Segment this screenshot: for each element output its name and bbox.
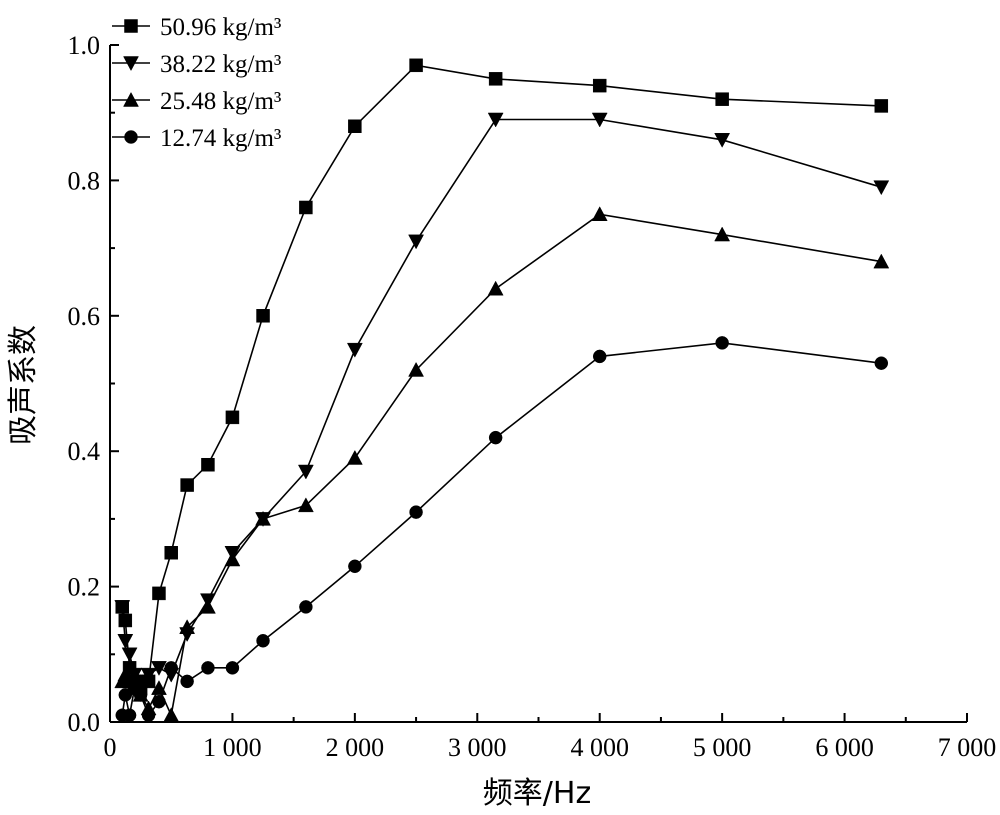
- x-tick-label: 1 000: [203, 733, 262, 762]
- data-point: [714, 133, 731, 148]
- data-point: [225, 410, 240, 425]
- data-point: [488, 430, 503, 445]
- data-point: [114, 600, 131, 615]
- data-point: [487, 280, 504, 296]
- data-point: [122, 708, 137, 722]
- y-tick-label: 1.0: [68, 31, 101, 60]
- legend-label: 50.96 kg/m³: [160, 14, 282, 41]
- data-point: [592, 349, 607, 364]
- legend-marker: [123, 91, 139, 107]
- data-point: [152, 694, 166, 709]
- data-point: [141, 708, 156, 722]
- data-point: [255, 510, 271, 526]
- data-point: [180, 478, 194, 492]
- legend-item: 25.48 kg/m³: [112, 88, 282, 115]
- y-tick-label: 0.0: [68, 708, 101, 737]
- series-line: [121, 213, 882, 718]
- data-point: [346, 449, 363, 465]
- data-point: [164, 546, 178, 560]
- data-point: [140, 667, 157, 683]
- x-tick-label: 7 000: [938, 733, 997, 762]
- data-point: [591, 112, 608, 128]
- data-point: [348, 119, 362, 133]
- data-point: [591, 206, 608, 221]
- x-tick-label: 6 000: [815, 733, 874, 762]
- data-point: [299, 200, 313, 215]
- data-point: [487, 112, 504, 128]
- x-tick-label: 4 000: [570, 733, 629, 762]
- data-point: [346, 342, 363, 358]
- data-point: [873, 180, 890, 196]
- y-tick-label: 0.8: [68, 166, 101, 195]
- y-tick-label: 0.2: [68, 573, 101, 602]
- series-line: [121, 118, 882, 683]
- legend-marker: [124, 130, 138, 144]
- series-line: [121, 64, 882, 690]
- data-point: [409, 58, 423, 73]
- data-point: [121, 647, 138, 663]
- data-point: [118, 688, 133, 702]
- legend-label: 25.48 kg/m³: [160, 88, 282, 115]
- data-point: [117, 634, 134, 649]
- data-point: [133, 688, 148, 702]
- data-point: [152, 586, 166, 601]
- data-point: [874, 99, 889, 113]
- x-axis-title: 频率/Hz: [483, 776, 591, 811]
- y-axis-title: 吸声系数: [6, 325, 41, 445]
- series-layer: [114, 58, 890, 722]
- data-point: [297, 464, 314, 480]
- data-point: [256, 309, 270, 323]
- y-tick-label: 0.6: [68, 302, 101, 331]
- data-point: [164, 661, 178, 675]
- data-point: [200, 598, 216, 614]
- data-point: [201, 661, 215, 675]
- data-point: [715, 92, 729, 106]
- data-point: [873, 253, 890, 269]
- series-triangle-up: [114, 206, 890, 722]
- series-circle: [115, 336, 889, 722]
- data-point: [714, 226, 731, 242]
- data-point: [348, 559, 362, 574]
- data-point: [225, 661, 240, 675]
- legend-label: 12.74 kg/m³: [160, 125, 282, 152]
- data-point: [179, 619, 196, 634]
- data-point: [409, 505, 423, 519]
- y-tick-label: 0.4: [68, 437, 101, 466]
- data-point: [592, 78, 607, 93]
- legend-item: 12.74 kg/m³: [112, 125, 282, 152]
- x-tick-label: 0: [104, 733, 117, 762]
- data-point: [874, 356, 889, 370]
- axes: 0 1 000 2 000 3 000 4 000 5 000 6 000 7 000 0.0 0…: [68, 31, 997, 762]
- data-point: [224, 551, 241, 567]
- series-triangle-down: [114, 112, 890, 690]
- series-line: [121, 342, 882, 717]
- data-point: [118, 613, 133, 628]
- data-point: [715, 336, 729, 350]
- legend: 50.96 kg/m³ 38.22 kg/m³ 25.48 kg/m³ 12.74 k…: [112, 14, 282, 152]
- data-point: [201, 457, 215, 472]
- legend-item: 38.22 kg/m³: [112, 51, 282, 78]
- data-point: [151, 661, 167, 676]
- x-tick-label: 2 000: [326, 733, 385, 762]
- x-tick-label: 3 000: [448, 733, 507, 762]
- legend-marker: [124, 19, 138, 33]
- legend-marker: [123, 56, 139, 72]
- data-point: [163, 707, 180, 722]
- data-point: [408, 234, 424, 250]
- data-point: [180, 674, 194, 689]
- legend-item: 50.96 kg/m³: [112, 14, 282, 41]
- data-point: [256, 634, 270, 648]
- data-point: [488, 72, 503, 86]
- x-tick-label: 5 000: [693, 733, 752, 762]
- data-point: [297, 497, 314, 513]
- legend-label: 38.22 kg/m³: [160, 51, 282, 78]
- data-point: [408, 361, 424, 377]
- data-point: [299, 600, 313, 614]
